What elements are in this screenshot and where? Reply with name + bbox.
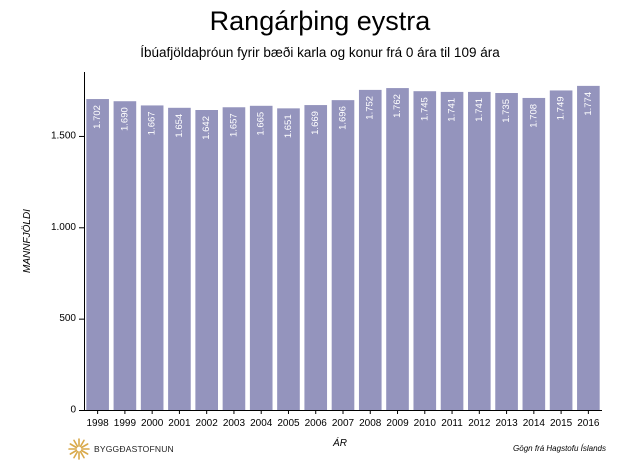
value-label-2012: 1.741 <box>474 98 485 122</box>
x-tick-label-2002: 2002 <box>196 418 219 429</box>
y-tick-label: 1.500 <box>51 130 76 141</box>
x-tick-label-2014: 2014 <box>523 418 546 429</box>
x-tick-label-2016: 2016 <box>577 418 600 429</box>
x-tick-label-1999: 1999 <box>114 418 137 429</box>
bar-2000 <box>140 105 164 410</box>
value-label-2002: 1.642 <box>201 116 212 140</box>
x-ticks-group: 1998 1999 2000 2001 2002 2003 2004 2005 2006 2007… <box>87 410 600 429</box>
bar-2015 <box>549 90 573 410</box>
bar-2001 <box>168 107 191 411</box>
value-label-2013: 1.735 <box>501 99 512 123</box>
bars-group: 1.702 1.690 1.667 1.654 1.642 1.657 1.665 1.651… <box>86 85 600 411</box>
x-tick-label-2009: 2009 <box>386 418 409 429</box>
value-label-2003: 1.657 <box>228 113 239 137</box>
x-tick-label-2011: 2011 <box>441 418 463 429</box>
bar-2007 <box>331 100 355 410</box>
sunburst-ray <box>79 450 85 459</box>
x-tick-label-2005: 2005 <box>277 418 300 429</box>
value-label-1998: 1.702 <box>92 105 103 129</box>
sunburst-ray <box>73 439 79 448</box>
y-axis-label: MANNFJÖLDI <box>21 209 33 273</box>
source-note: Gögn frá Hagstofu Íslands <box>513 444 606 453</box>
value-label-2010: 1.745 <box>419 97 430 121</box>
x-tick-label-2001: 2001 <box>168 418 191 429</box>
bar-2004 <box>249 105 273 411</box>
bar-2006 <box>304 105 328 411</box>
bar-2014 <box>522 97 546 410</box>
y-tick-label: 1.000 <box>51 222 76 233</box>
x-tick-label-2004: 2004 <box>250 418 273 429</box>
value-label-2005: 1.651 <box>283 114 294 138</box>
value-label-2009: 1.762 <box>392 94 403 118</box>
value-label-2014: 1.708 <box>528 104 539 128</box>
y-ticks-group: 0 500 1.000 1.500 <box>51 130 84 416</box>
value-label-2004: 1.665 <box>256 112 267 136</box>
axes-group <box>79 72 602 411</box>
x-tick-label-2015: 2015 <box>550 418 573 429</box>
logo-text: BYGGÐASTOFNUN <box>94 444 174 454</box>
logo: BYGGÐASTOFNUN <box>68 438 174 460</box>
bar-2016 <box>577 85 600 410</box>
value-label-2006: 1.669 <box>310 111 321 135</box>
x-tick-label-2013: 2013 <box>495 418 518 429</box>
x-axis-label: ÁR <box>332 436 347 449</box>
bar-2009 <box>386 88 409 411</box>
value-label-2016: 1.774 <box>583 92 594 116</box>
bar-2008 <box>358 89 382 411</box>
value-label-2007: 1.696 <box>338 106 349 130</box>
x-tick-label-2008: 2008 <box>359 418 382 429</box>
bar-2002 <box>195 110 218 410</box>
x-tick-label-2006: 2006 <box>305 418 328 429</box>
sunburst-ray <box>80 443 89 449</box>
x-tick-label-2000: 2000 <box>141 418 164 429</box>
value-label-2000: 1.667 <box>147 111 158 135</box>
x-tick-label-2010: 2010 <box>414 418 437 429</box>
bar-2011 <box>440 91 464 410</box>
bar-2003 <box>222 107 246 410</box>
sunburst-ray <box>69 443 78 449</box>
sunburst-ray <box>80 449 89 455</box>
value-label-2011: 1.741 <box>447 98 458 122</box>
value-label-2008: 1.752 <box>365 96 376 120</box>
sunburst-icon <box>68 438 90 460</box>
y-tick-label: 500 <box>59 313 76 324</box>
x-tick-label-1998: 1998 <box>87 418 110 429</box>
value-label-2001: 1.654 <box>174 114 185 138</box>
sunburst-ray <box>73 450 79 459</box>
sunburst-ray <box>69 449 78 455</box>
bar-1998 <box>86 99 109 410</box>
bar-2010 <box>413 91 437 411</box>
value-label-1999: 1.690 <box>119 107 130 131</box>
x-tick-label-2012: 2012 <box>468 418 491 429</box>
bar-2005 <box>277 108 300 410</box>
bar-2013 <box>495 93 518 411</box>
bar-1999 <box>113 101 137 411</box>
value-label-2015: 1.749 <box>556 96 567 120</box>
x-tick-label-2007: 2007 <box>332 418 355 429</box>
y-tick-label: 0 <box>70 405 76 416</box>
x-tick-label-2003: 2003 <box>223 418 246 429</box>
chart-title: Rangárþing eystra <box>209 6 431 36</box>
chart-subtitle: Íbúafjöldaþróun fyrir bæði karla og konu… <box>140 45 500 60</box>
bar-2012 <box>468 91 491 410</box>
sunburst-ray <box>79 439 85 448</box>
